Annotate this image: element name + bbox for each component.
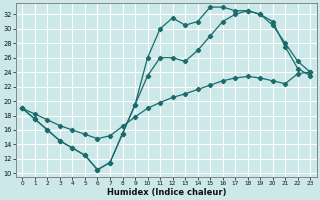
X-axis label: Humidex (Indice chaleur): Humidex (Indice chaleur) (107, 188, 226, 197)
